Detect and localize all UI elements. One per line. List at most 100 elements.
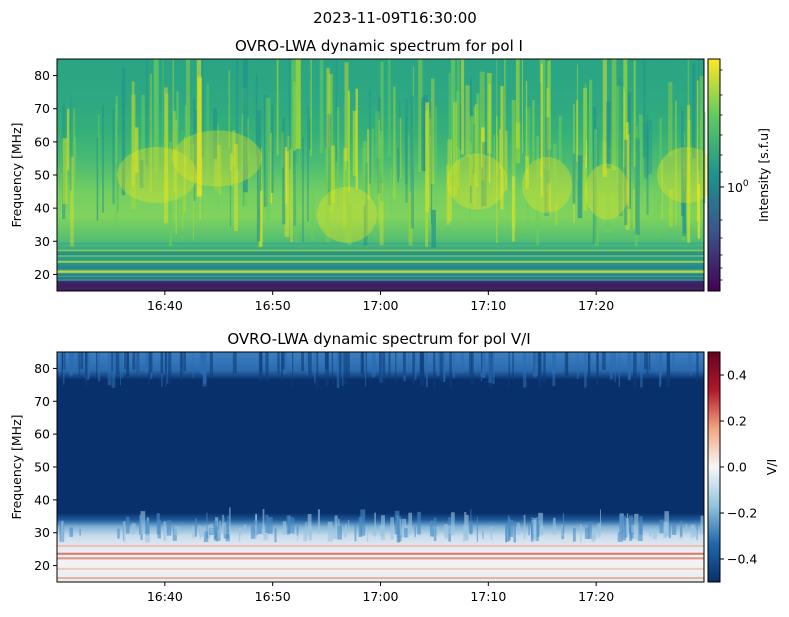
pol-vi-top-streak bbox=[325, 352, 329, 387]
pol-i-streak bbox=[532, 100, 535, 163]
pol-vi-edge-streak bbox=[317, 509, 321, 534]
pol-vi-edge-streak bbox=[140, 511, 146, 535]
pol-i-streak bbox=[217, 124, 220, 211]
pol-i-streak bbox=[476, 93, 480, 183]
pol-vi-edge-streak bbox=[390, 517, 395, 540]
pol-vi-top-streak bbox=[659, 352, 663, 376]
pol-vi-colorbar-tick-label: −0.2 bbox=[727, 506, 757, 521]
pol-vi-edge-streak bbox=[505, 525, 507, 543]
pol-vi-edge-streak bbox=[282, 521, 287, 535]
figure-suptitle: 2023-11-09T16:30:00 bbox=[313, 9, 477, 27]
pol-vi-xtick-label: 16:50 bbox=[255, 589, 291, 604]
pol-vi-edge-streak bbox=[637, 523, 643, 542]
pol-i-streak bbox=[294, 162, 298, 243]
pol-vi-colorbar-tick-label: 0.4 bbox=[727, 368, 747, 383]
pol-vi-top-streak bbox=[481, 352, 483, 373]
pol-i-streak bbox=[371, 128, 374, 201]
pol-i-streak bbox=[536, 136, 540, 246]
pol-i-streak bbox=[699, 118, 702, 150]
pol-vi-edge-streak bbox=[700, 515, 705, 534]
pol-vi-edge-streak bbox=[538, 512, 544, 534]
pol-i-streak bbox=[201, 59, 204, 159]
pol-i-streak bbox=[325, 148, 331, 243]
pol-vi-top-streak bbox=[425, 352, 428, 388]
pol-vi-top-streak bbox=[336, 352, 340, 388]
pol-i-streak bbox=[479, 71, 485, 155]
pol-i-streak bbox=[431, 209, 436, 248]
pol-vi-colorbar-gradient bbox=[708, 352, 720, 582]
pol-i-streak bbox=[134, 127, 139, 173]
pol-vi-top-streak bbox=[584, 352, 587, 388]
pol-vi-band bbox=[57, 577, 704, 580]
pol-vi-edge-streak bbox=[265, 514, 269, 534]
pol-vi-top-streak bbox=[168, 352, 172, 384]
panel-pol-i: OVRO-LWA dynamic spectrum for pol I 20 30… bbox=[9, 37, 771, 313]
pol-vi-edge-streak bbox=[360, 509, 366, 536]
pol-vi-top-streak bbox=[482, 352, 486, 379]
pol-i-xtick-label: 17:10 bbox=[470, 298, 506, 313]
pol-i-band bbox=[57, 277, 704, 280]
pol-vi-edge-streak bbox=[433, 517, 437, 542]
pol-vi-edge-streak bbox=[372, 529, 377, 536]
pol-i-streak bbox=[186, 59, 191, 159]
pol-i-band bbox=[57, 255, 704, 257]
pol-vi-top-streak bbox=[602, 352, 606, 370]
pol-i-band bbox=[57, 270, 704, 273]
pol-i-streak bbox=[327, 114, 332, 206]
pol-vi-edge-streak bbox=[696, 522, 698, 540]
pol-i-streak bbox=[97, 114, 100, 176]
pol-vi-edge-streak bbox=[617, 532, 623, 542]
pol-vi-top-streak bbox=[338, 352, 342, 385]
pol-vi-top-streak bbox=[76, 352, 80, 375]
pol-i-streak bbox=[149, 73, 153, 192]
pol-vi-edge-streak bbox=[536, 517, 539, 541]
pol-vi-top-streak bbox=[301, 352, 305, 372]
pol-i-streak bbox=[255, 74, 258, 157]
pol-vi-edge-streak bbox=[303, 529, 307, 542]
pol-i-streak bbox=[330, 145, 335, 204]
pol-vi-edge-streak bbox=[131, 523, 136, 535]
pol-vi-xtick-label: 17:00 bbox=[362, 589, 398, 604]
pol-i-streak bbox=[616, 85, 622, 192]
pol-vi-edge-streak bbox=[157, 519, 161, 539]
pol-i-streak bbox=[500, 86, 504, 210]
pol-vi-edge-streak bbox=[668, 523, 671, 539]
pol-vi-top-streak bbox=[111, 352, 113, 372]
pol-i-streak bbox=[496, 59, 498, 167]
pol-i-ytick-label: 60 bbox=[34, 134, 50, 149]
pol-i-streak bbox=[596, 128, 600, 167]
pol-vi-top-streak bbox=[115, 352, 120, 375]
pol-vi-top-streak bbox=[488, 352, 493, 383]
pol-vi-top-streak bbox=[627, 352, 630, 371]
pol-vi-band bbox=[57, 557, 704, 560]
pol-i-streak bbox=[643, 122, 649, 179]
pol-i-streak bbox=[243, 59, 248, 193]
pol-i-band bbox=[57, 281, 704, 288]
pol-vi-edge-streak bbox=[404, 528, 408, 538]
pol-vi-top-streak bbox=[687, 352, 690, 372]
pol-vi-top-streak bbox=[414, 352, 417, 380]
pol-i-streak bbox=[139, 160, 144, 188]
pol-vi-edge-streak bbox=[144, 521, 150, 534]
pol-i-ytick-label: 80 bbox=[34, 68, 50, 83]
pol-vi-edge-streak bbox=[268, 516, 273, 534]
pol-i-streak bbox=[594, 129, 599, 246]
pol-vi-top-streak bbox=[666, 352, 671, 388]
pol-i-streak bbox=[265, 97, 271, 221]
pol-i-streak bbox=[229, 153, 234, 187]
pol-i-streak bbox=[115, 104, 118, 229]
pol-i-colorbar-label: Intensity [s.f.u] bbox=[756, 128, 771, 222]
pol-vi-top-streak bbox=[306, 352, 310, 376]
pol-vi-top-streak bbox=[85, 352, 88, 386]
pol-vi-edge-streak bbox=[621, 515, 627, 541]
pol-vi-edge-streak bbox=[254, 524, 257, 539]
pol-vi-edge-streak bbox=[490, 526, 493, 541]
pol-i-streak bbox=[352, 110, 357, 176]
pol-vi-xtick-label: 17:20 bbox=[578, 589, 614, 604]
pol-vi-edge-streak bbox=[507, 515, 510, 542]
pol-i-streak bbox=[661, 160, 663, 221]
pol-i-streak bbox=[361, 148, 367, 198]
pol-i-streak bbox=[576, 64, 579, 181]
pol-vi-edge-streak bbox=[417, 511, 421, 535]
